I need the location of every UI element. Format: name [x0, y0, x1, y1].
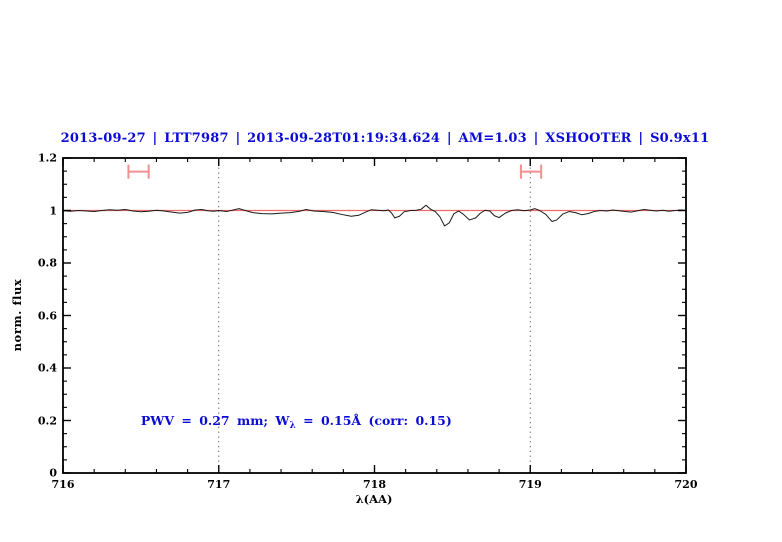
x-tick-label: 720: [674, 478, 698, 491]
y-tick-label: 1: [49, 204, 57, 217]
x-tick-label: 718: [363, 478, 386, 491]
y-tick-label: 1.2: [37, 151, 57, 165]
plot-title: 2013-09-27 | LTT7987 | 2013-09-28T01:19:…: [60, 131, 710, 146]
lambda-subscript: λ: [289, 420, 296, 431]
x-tick-label: 716: [51, 478, 75, 491]
pwv-annotation: PWV = 0.27 mm; Wλ = 0.15Å (corr: 0.15): [141, 413, 452, 431]
x-axis-label: λ(AA): [355, 492, 393, 506]
y-tick-label: 0: [49, 466, 57, 480]
y-tick-label: 0.4: [37, 361, 57, 375]
observed-spectrum-line: [62, 204, 687, 227]
y-tick-label: 0.6: [37, 309, 57, 322]
x-tick-label: 719: [518, 478, 542, 491]
y-tick-label: 0.2: [37, 414, 57, 427]
x-tick-label: 717: [207, 478, 231, 491]
y-tick-label: 0.8: [37, 256, 57, 270]
pwv-annotation-text-tail: = 0.15Å (corr: 0.15): [295, 412, 452, 428]
pwv-annotation-text: PWV = 0.27 mm; W: [140, 412, 290, 428]
